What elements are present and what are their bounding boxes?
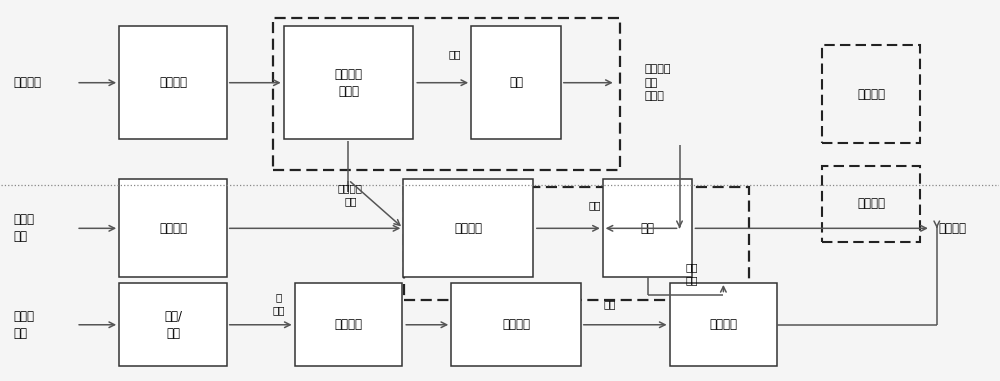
Bar bbox=[295, 283, 402, 367]
Text: 在线识别: 在线识别 bbox=[857, 197, 885, 210]
Text: 特征: 特征 bbox=[449, 50, 461, 59]
Text: 特征提取: 特征提取 bbox=[454, 222, 482, 235]
Text: 训练: 训练 bbox=[509, 76, 523, 89]
Text: 面部提取: 面部提取 bbox=[159, 76, 187, 89]
Bar bbox=[471, 26, 561, 139]
Bar bbox=[119, 283, 227, 367]
Text: 识别结果: 识别结果 bbox=[939, 222, 967, 235]
Text: 结果平滑: 结果平滑 bbox=[709, 318, 737, 331]
Text: 离线训练: 离线训练 bbox=[857, 88, 885, 101]
Text: 面部提取: 面部提取 bbox=[159, 222, 187, 235]
Bar bbox=[670, 283, 777, 367]
Text: 特征提取: 特征提取 bbox=[502, 318, 530, 331]
Bar bbox=[822, 45, 920, 143]
Bar bbox=[273, 18, 620, 170]
Bar bbox=[603, 179, 692, 277]
Bar bbox=[451, 283, 581, 367]
Text: 识别: 识别 bbox=[641, 222, 655, 235]
Text: 帧
图像: 帧 图像 bbox=[272, 292, 285, 315]
Bar bbox=[403, 179, 533, 277]
Text: 特征: 特征 bbox=[603, 299, 616, 309]
Text: 待识别
视频: 待识别 视频 bbox=[13, 310, 34, 340]
Bar bbox=[119, 179, 227, 277]
Text: 随机森林
表情
分类器: 随机森林 表情 分类器 bbox=[645, 64, 671, 101]
Text: 解码/
分帧: 解码/ 分帧 bbox=[164, 310, 182, 340]
Text: 训练数据: 训练数据 bbox=[13, 76, 41, 89]
Text: 特征提取
与筛选: 特征提取 与筛选 bbox=[334, 68, 362, 98]
Text: 结果
序列: 结果 序列 bbox=[685, 262, 698, 285]
Text: 面部提取: 面部提取 bbox=[334, 318, 362, 331]
Text: 特征筛选
结果: 特征筛选 结果 bbox=[338, 182, 363, 206]
Bar bbox=[284, 26, 413, 139]
Bar bbox=[119, 26, 227, 139]
Bar bbox=[822, 166, 920, 242]
Text: 特征: 特征 bbox=[588, 200, 601, 210]
Text: 待识别
图像: 待识别 图像 bbox=[13, 213, 34, 243]
Bar bbox=[404, 187, 749, 300]
